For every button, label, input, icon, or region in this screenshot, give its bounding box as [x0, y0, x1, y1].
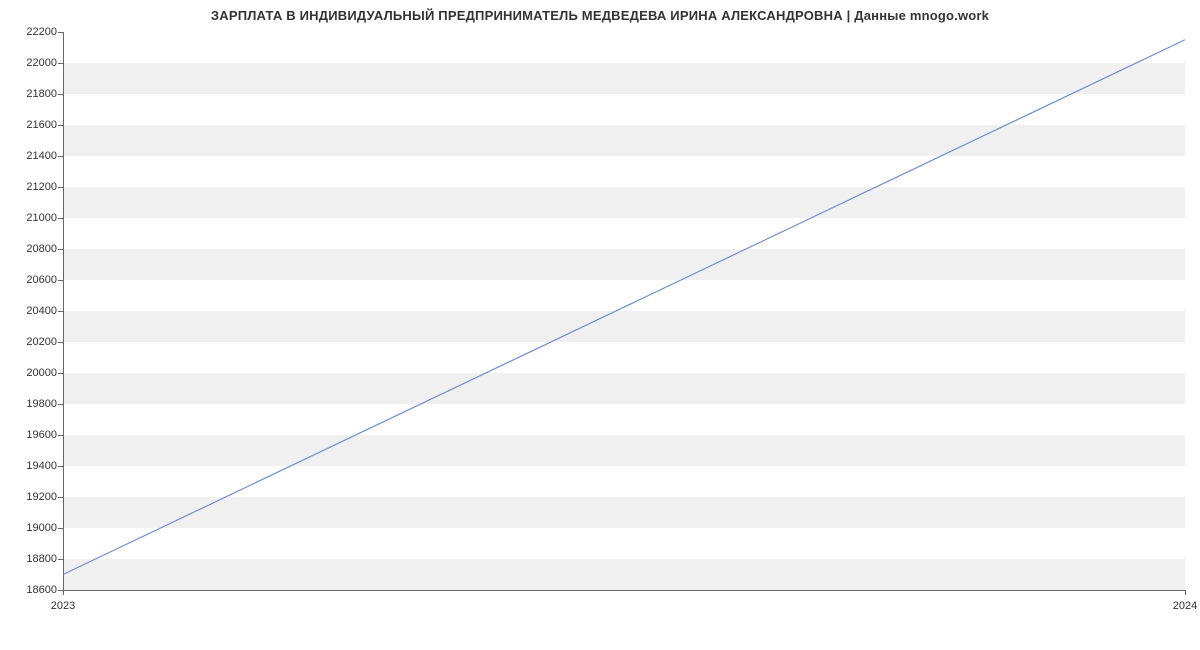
y-tick-label: 19200	[26, 491, 57, 503]
y-tick-label: 22200	[26, 26, 57, 38]
x-tick-label: 2024	[1173, 600, 1197, 612]
y-tick-label: 20200	[26, 336, 57, 348]
y-tick-label: 20800	[26, 243, 57, 255]
y-tick-label: 20600	[26, 274, 57, 286]
y-tick-label: 18800	[26, 553, 57, 565]
x-tick-mark	[1185, 590, 1186, 595]
y-tick-label: 20400	[26, 305, 57, 317]
x-axis-line	[63, 590, 1185, 591]
y-tick-label: 21800	[26, 88, 57, 100]
line-layer	[63, 32, 1185, 590]
y-tick-label: 21000	[26, 212, 57, 224]
y-tick-label: 22000	[26, 57, 57, 69]
y-tick-label: 18600	[26, 584, 57, 596]
y-tick-label: 20000	[26, 367, 57, 379]
chart-container: ЗАРПЛАТА В ИНДИВИДУАЛЬНЫЙ ПРЕДПРИНИМАТЕЛ…	[0, 0, 1200, 650]
y-tick-label: 19800	[26, 398, 57, 410]
y-tick-label: 19400	[26, 460, 57, 472]
y-tick-label: 19600	[26, 429, 57, 441]
y-tick-label: 21600	[26, 119, 57, 131]
plot-area: 1860018800190001920019400196001980020000…	[63, 32, 1185, 590]
y-tick-label: 19000	[26, 522, 57, 534]
y-tick-label: 21400	[26, 150, 57, 162]
y-tick-label: 21200	[26, 181, 57, 193]
chart-title: ЗАРПЛАТА В ИНДИВИДУАЛЬНЫЙ ПРЕДПРИНИМАТЕЛ…	[0, 8, 1200, 23]
series-line	[63, 40, 1185, 575]
x-tick-label: 2023	[51, 600, 75, 612]
